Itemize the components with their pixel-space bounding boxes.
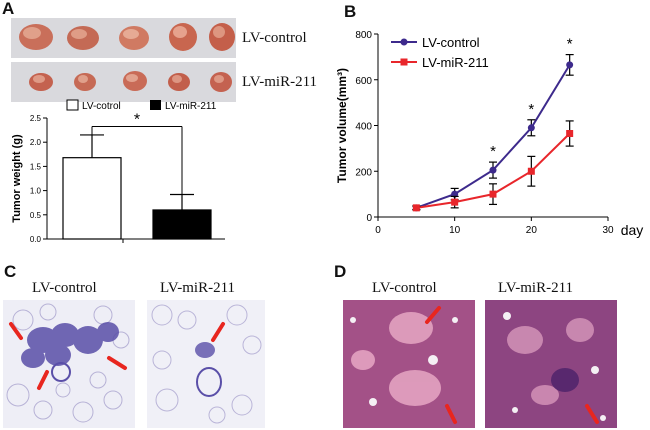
y-tick-label: 1.5	[30, 162, 42, 171]
y-axis-title: Tumor weight (g)	[11, 134, 23, 223]
histology-c-right-title: LV-miR-211	[160, 280, 236, 296]
histology-d-control-image	[343, 300, 475, 428]
panel-letter-d: D	[334, 262, 347, 281]
data-point-control	[489, 166, 497, 174]
y-axis-title: Tumor volume(mm³)	[335, 68, 349, 183]
tumor-photo-control	[11, 18, 236, 58]
significance-star: *	[567, 36, 573, 53]
x-axis-title: day	[621, 222, 644, 238]
histology-d-left-title: LV-control	[372, 280, 437, 296]
y-tick-label: 2.0	[30, 138, 42, 147]
legend-label-control: LV-control	[422, 35, 480, 50]
significance-star: *	[528, 101, 534, 118]
panel-letter-a: A	[2, 0, 15, 18]
arrow-icon	[425, 306, 457, 424]
tumor-photo-control-image	[19, 23, 235, 51]
histology-d-control-svg	[343, 300, 475, 428]
y-tick-label: 800	[355, 30, 372, 41]
legend-marker-mir	[400, 58, 408, 66]
data-point-mir	[527, 167, 535, 175]
y-tick-label: 0.5	[30, 211, 42, 220]
y-tick-label: 600	[355, 76, 372, 87]
y-tick-label: 2.5	[30, 114, 42, 123]
tumor-photo-mir	[11, 62, 236, 102]
data-point-mir	[566, 130, 574, 138]
photo-label-control: LV-control	[242, 30, 307, 46]
tumor-volume-line-chart: 0 200 400 600 800 0 10 20 30 day Tumor volume(mm³)…	[335, 30, 644, 238]
y-tick-label: 1.0	[30, 187, 42, 196]
y-tick-label: 0.0	[30, 235, 42, 244]
legend-label-mir: LV-miR-211	[165, 101, 217, 112]
legend-swatch-control	[66, 99, 79, 111]
tumor-photo-mir-image	[29, 71, 232, 92]
y-tick-label: 400	[355, 122, 372, 133]
panel-letter-c: C	[4, 262, 17, 281]
x-tick-label: 0	[375, 225, 381, 236]
panel-letter-b: B	[344, 2, 357, 21]
histology-c-mir-svg	[151, 304, 262, 424]
arrow-icon	[585, 404, 599, 424]
legend-label-mir: LV-miR-211	[422, 55, 489, 70]
histology-c-control-image	[3, 300, 135, 428]
histology-c-control-svg	[6, 303, 130, 423]
data-point-control	[566, 61, 574, 69]
arrow-icon	[211, 322, 225, 342]
x-tick-label: 10	[449, 225, 461, 236]
histology-d-right-title: LV-miR-211	[498, 280, 574, 296]
arrow-icon	[9, 322, 127, 390]
x-tick-label: 30	[602, 225, 614, 236]
data-point-mir	[489, 190, 497, 198]
data-point-mir	[451, 198, 459, 206]
x-tick-label: 20	[526, 225, 538, 236]
tumor-weight-bar-chart: LV-cotrol LV-miR-211 0.0 0.5 1.0 1.5 2.0 2.5 Tum…	[11, 99, 225, 244]
y-tick-label: 200	[355, 167, 372, 178]
data-point-control	[527, 124, 535, 132]
photo-label-mir: LV-miR-211	[242, 74, 318, 90]
bar-control	[62, 157, 122, 240]
y-tick-label: 0	[366, 213, 372, 224]
histology-d-mir-svg	[485, 300, 617, 428]
significance-star: *	[490, 143, 496, 160]
histology-c-left-title: LV-control	[32, 280, 97, 296]
legend-swatch-mir	[150, 100, 161, 110]
histology-c-mir-image	[147, 300, 265, 428]
significance-star: *	[134, 112, 140, 129]
histology-d-mir-image	[485, 300, 617, 428]
legend-marker-control	[400, 38, 408, 46]
data-point-mir	[412, 204, 420, 212]
bar-mir	[152, 209, 212, 240]
legend-label-control: LV-cotrol	[82, 101, 121, 112]
